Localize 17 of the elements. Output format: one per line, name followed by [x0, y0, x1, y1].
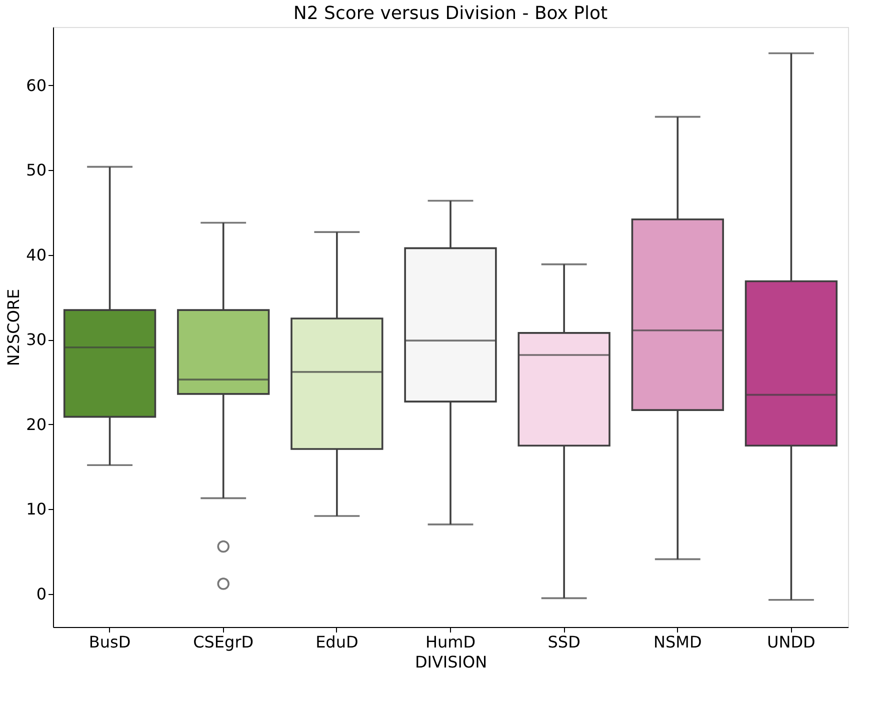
x-tick-label: UNDD [767, 632, 816, 652]
x-tick-label: HumD [425, 632, 476, 652]
x-tick-label: EduD [316, 632, 358, 652]
y-tick-label: 30 [26, 330, 46, 350]
y-tick-label: 60 [26, 76, 46, 95]
y-tick-label: 10 [26, 500, 46, 519]
x-tick-label: BusD [88, 632, 131, 652]
y-tick-label: 50 [26, 160, 46, 180]
y-tick-label: 20 [26, 414, 46, 434]
y-tick-label: 40 [26, 245, 46, 264]
x-tick-label: SSD [548, 632, 580, 652]
y-tick-label: 0 [36, 584, 46, 604]
x-tick-label: CSEgrD [193, 632, 254, 652]
x-axis-title: DIVISION [414, 652, 488, 672]
y-axis-title: N2SCORE [4, 288, 24, 366]
chart-title: N2 Score versus Division - Box Plot [293, 3, 608, 24]
x-tick-label: NSMD [654, 632, 702, 652]
